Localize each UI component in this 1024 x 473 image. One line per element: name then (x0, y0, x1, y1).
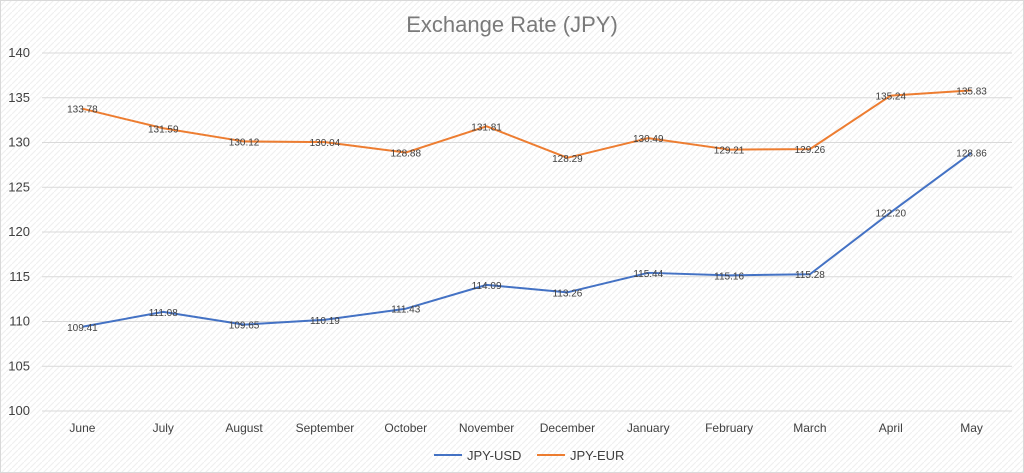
y-tick-label: 120 (8, 224, 30, 239)
series-lines (82, 89, 973, 328)
x-tick-label: October (384, 421, 427, 435)
x-tick-label: September (296, 421, 355, 435)
data-label: 115.44 (633, 269, 663, 280)
data-label: 110.19 (310, 316, 340, 327)
y-tick-label: 135 (8, 90, 30, 105)
data-label: 115.16 (714, 271, 744, 282)
x-tick-label: August (225, 421, 263, 435)
data-label: 122.20 (875, 208, 906, 219)
legend-label: JPY-EUR (570, 448, 624, 463)
x-tick-label: June (69, 421, 95, 435)
data-label: 114.09 (472, 281, 502, 292)
y-tick-label: 125 (8, 179, 30, 194)
x-tick-label: December (540, 421, 595, 435)
x-tick-label: January (627, 421, 670, 435)
x-tick-label: July (153, 421, 174, 435)
data-label: 109.41 (67, 323, 98, 334)
data-label: 129.26 (795, 145, 826, 156)
data-label: 113.26 (552, 288, 582, 299)
legend-label: JPY-USD (467, 448, 521, 463)
data-label: 128.86 (956, 149, 987, 160)
x-tick-label: April (879, 421, 903, 435)
data-label: 111.08 (149, 308, 179, 319)
y-tick-label: 100 (8, 403, 30, 418)
y-tick-label: 110 (9, 314, 30, 329)
y-axis-ticks: 100 105 110 115 120 125 130 135 140 (8, 45, 30, 418)
data-label: 131.81 (471, 122, 502, 133)
data-label: 135.24 (875, 92, 906, 103)
y-tick-label: 130 (8, 135, 30, 150)
data-label: 130.49 (633, 134, 664, 145)
gridlines (42, 52, 1012, 412)
y-tick-label: 140 (8, 45, 30, 60)
data-label: 130.12 (229, 137, 260, 148)
data-label: 133.78 (67, 105, 98, 116)
data-label: 111.43 (391, 305, 421, 316)
series-line-jpy-usd (82, 151, 973, 328)
data-label: 135.83 (956, 86, 987, 97)
data-labels: 109.41 111.08 109.65 110.19 111.43 114.09 113.… (67, 86, 987, 333)
legend: JPY-USD JPY-EUR (434, 448, 624, 463)
data-label: 115.28 (795, 270, 825, 281)
data-label: 131.59 (148, 124, 179, 135)
data-label: 129.21 (714, 146, 745, 157)
x-tick-label: November (459, 421, 514, 435)
series-line-jpy-eur (82, 89, 972, 159)
y-tick-label: 115 (9, 269, 30, 284)
x-axis-ticks: June July August September October November De… (69, 421, 983, 435)
data-label: 128.88 (390, 149, 421, 160)
chart-title: Exchange Rate (JPY) (406, 12, 618, 37)
x-tick-label: February (705, 421, 753, 435)
data-label: 128.29 (552, 154, 583, 165)
y-tick-label: 105 (8, 358, 30, 373)
data-label: 130.04 (310, 138, 341, 149)
x-tick-label: March (793, 421, 826, 435)
data-label: 109.65 (229, 321, 260, 332)
x-tick-label: May (960, 421, 983, 435)
